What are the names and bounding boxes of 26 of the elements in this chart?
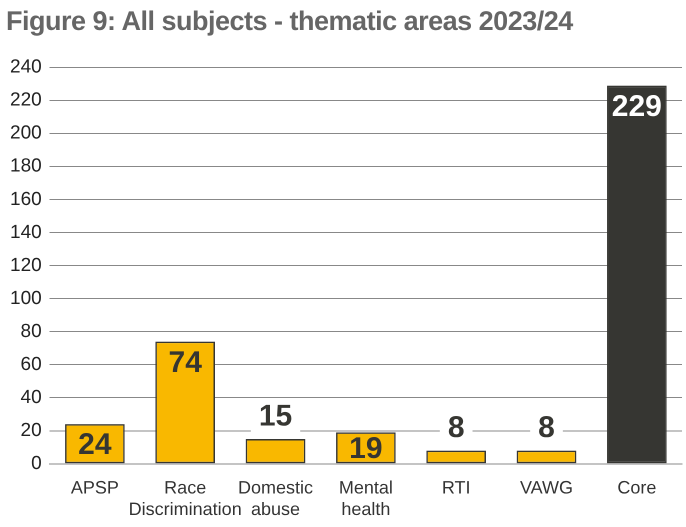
y-tick-label: 240 [10, 56, 42, 78]
x-tick-label: Mental health [338, 478, 393, 520]
y-tick-label: 0 [31, 453, 42, 474]
y-tick-label: 160 [10, 188, 42, 210]
y-tick-label: 20 [20, 420, 42, 441]
y-tick-label: 180 [10, 156, 42, 177]
y-tick-label: 120 [10, 254, 42, 276]
data-label: 229 [612, 90, 662, 123]
x-tick-label: RTI [442, 478, 471, 498]
x-tick-label: Core [617, 478, 656, 498]
x-tick-label: VAWG [520, 478, 574, 498]
data-label: 8 [448, 410, 465, 444]
chart-title: Figure 9: All subjects - thematic areas 2023/24 [6, 6, 573, 37]
y-tick-label: 220 [10, 90, 42, 111]
data-label: 24 [78, 428, 112, 461]
y-tick-label: 60 [20, 354, 42, 375]
y-tick-label: 140 [10, 222, 42, 243]
data-label: 19 [349, 432, 383, 466]
data-label: 74 [168, 346, 202, 379]
data-label: 15 [258, 399, 292, 432]
x-tick-label: APSP [70, 478, 119, 498]
y-tick-label: 200 [10, 122, 42, 144]
y-tick-label: 80 [20, 320, 42, 342]
y-tick-label: 40 [20, 386, 42, 408]
y-tick-label: 100 [10, 288, 42, 309]
data-label: 8 [538, 410, 555, 444]
